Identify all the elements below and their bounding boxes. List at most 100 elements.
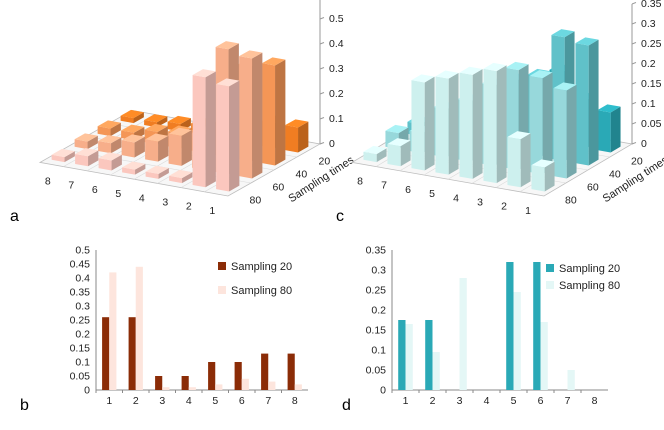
x-category-label: 4 (453, 192, 459, 204)
z-tick-mark (319, 17, 325, 20)
bar3d-front (98, 140, 112, 154)
bar3d-side (158, 135, 169, 162)
x-tick-label: 6 (239, 395, 245, 407)
y-tick-label: 0.25 (70, 315, 91, 327)
bar-series2 (405, 324, 413, 390)
x-tick-label: 5 (212, 395, 218, 407)
y-tick-label: 0.45 (70, 259, 91, 271)
x-tick-label: 7 (265, 395, 271, 407)
series-depth-label: 40 (609, 169, 621, 181)
bar3d-front (387, 143, 401, 167)
bar-series2 (540, 322, 548, 390)
bar3d-side (275, 59, 286, 166)
bar3d-side (135, 163, 146, 175)
bar3d-front (169, 175, 183, 184)
bar-series2 (268, 381, 276, 390)
bar3d-top (216, 78, 240, 87)
bar3d-front (597, 110, 611, 153)
y-tick-label: 0.1 (75, 357, 90, 369)
bar3d-side (88, 150, 99, 167)
bar3d-top (215, 41, 239, 50)
bar3d-top (387, 138, 411, 147)
series-depth-label: 80 (250, 195, 262, 207)
bar3d-front (411, 80, 425, 171)
bar-series1 (506, 262, 514, 390)
x-category-label: 6 (405, 184, 411, 196)
y-tick-label: 0.2 (371, 305, 386, 317)
bar3d-side (400, 140, 411, 167)
bar3d-front (75, 153, 89, 167)
bar3d-top (121, 124, 145, 133)
bar3d-front (74, 139, 88, 150)
bar-series2 (567, 370, 575, 390)
bar3d-front (553, 88, 567, 179)
z-tick-label: 0.15 (641, 78, 662, 90)
x-category-label: 2 (501, 201, 507, 213)
bar3d-side (157, 116, 168, 128)
y-tick-label: 0.3 (371, 265, 386, 277)
z-tick-mark (631, 122, 637, 125)
legend-label: Sampling 80 (559, 280, 620, 292)
bar3d-top (385, 124, 409, 134)
bar3d-top (575, 37, 599, 46)
bar3d-front (239, 56, 253, 179)
bar3d-side (520, 133, 531, 188)
z-tick-label: 0.25 (641, 38, 662, 50)
bar3d-side (588, 39, 599, 166)
bar3d-side (111, 137, 122, 154)
bar3d-top (97, 120, 121, 129)
bar3d-top (597, 104, 621, 113)
bar3d-side (182, 172, 193, 184)
bar3d-top (459, 66, 483, 75)
panel-b-bar-chart: 0 0.05 0.1 0.15 0.2 0.25 0.3 0.35 0.4 0.45 0.5 1 2 3 4… (70, 245, 308, 407)
bar-series1 (261, 353, 269, 390)
bar3d-side (205, 71, 216, 188)
y-tick-label: 0 (380, 385, 386, 397)
bar3d-front (216, 84, 230, 192)
bar3d-side (229, 80, 240, 192)
bar3d-top (120, 109, 144, 119)
z-tick-label: 0.3 (641, 18, 656, 30)
bar3d-top (239, 50, 263, 59)
bar-series2 (188, 387, 196, 390)
x-category-label: 3 (477, 197, 483, 209)
bar-series1 (398, 320, 406, 390)
bar3d-front (435, 76, 449, 175)
x-tick-label: 4 (484, 395, 490, 407)
legend-swatch (218, 286, 226, 294)
series-depth-label: 20 (319, 156, 331, 168)
x-category-label: 5 (429, 188, 435, 200)
bar3d-top (121, 134, 145, 143)
bar-series2 (135, 266, 143, 390)
bar3d-top (553, 82, 577, 91)
y-tick-label: 0.5 (75, 245, 90, 257)
bar3d-top (529, 70, 553, 79)
bar3d-front (121, 140, 135, 158)
legend-swatch (218, 262, 226, 270)
z-tick-label: 0.2 (641, 58, 656, 70)
z-tick-mark (631, 22, 637, 25)
bar3d-top (483, 62, 507, 72)
bar3d-front (531, 165, 545, 192)
z-tick-label: 0.3 (329, 63, 344, 75)
bar-series1 (533, 262, 541, 390)
x-tick-label: 4 (186, 395, 192, 407)
bar3d-top (551, 29, 575, 38)
bar3d-side (134, 136, 145, 158)
x-tick-label: 8 (592, 395, 598, 407)
x-category-label: 4 (139, 192, 145, 204)
bar3d-side (424, 76, 435, 171)
bar3d-side (87, 135, 98, 150)
bar3d-side (544, 161, 555, 192)
bar3d-front (168, 133, 182, 166)
series-depth-label: 20 (631, 156, 643, 168)
x-tick-label: 2 (133, 395, 139, 407)
bar3d-top (169, 169, 193, 179)
y-tick-label: 0.1 (371, 345, 386, 357)
bar3d-side (472, 69, 483, 179)
bar3d-top (531, 159, 555, 168)
bar3d-side (252, 52, 263, 179)
panel-label-b: b (20, 397, 29, 414)
x-category-label: 1 (525, 205, 531, 217)
